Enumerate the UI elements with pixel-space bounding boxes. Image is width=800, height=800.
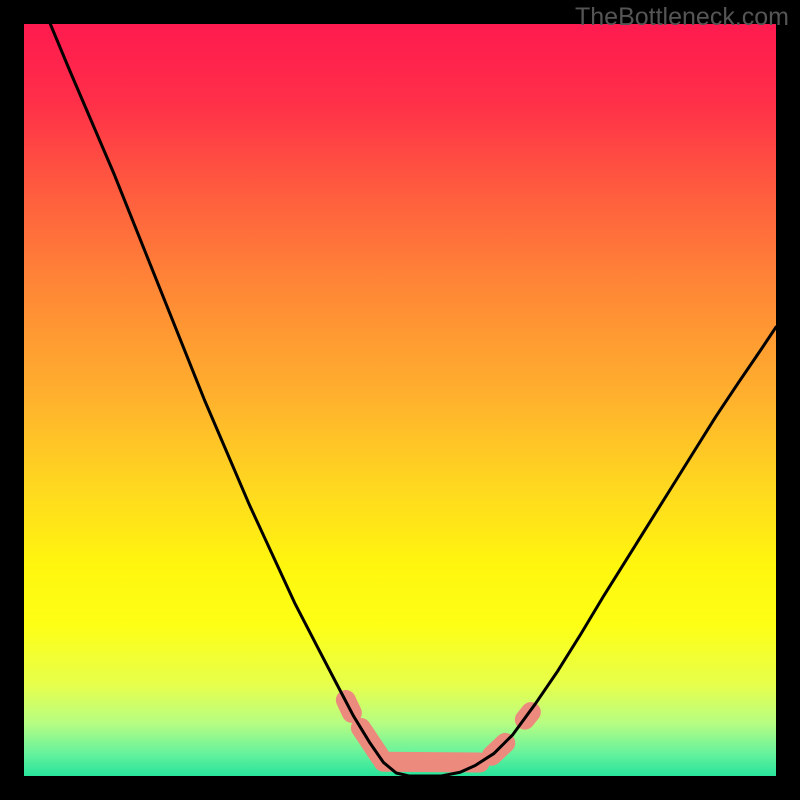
- plot-background: [24, 24, 776, 776]
- highlight-segment-2: [383, 762, 479, 763]
- watermark-label: TheBottleneck.com: [575, 3, 789, 32]
- chart-stage: TheBottleneck.com: [0, 0, 800, 800]
- bottleneck-chart-svg: [0, 0, 800, 800]
